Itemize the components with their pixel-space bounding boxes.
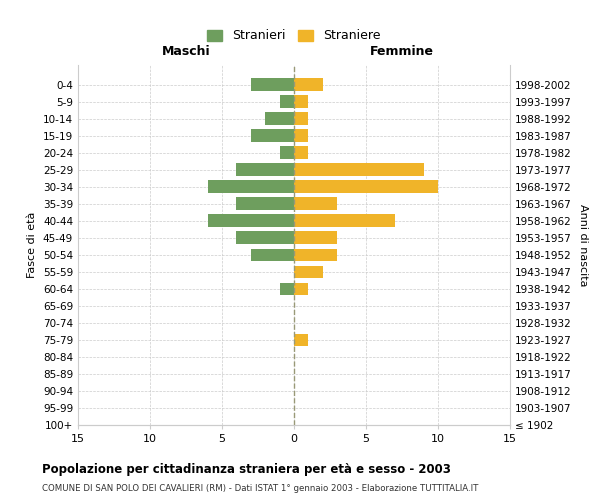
Bar [280, 96, 294, 108]
Bar [251, 248, 294, 262]
Bar [265, 112, 294, 125]
Bar [236, 164, 294, 176]
Bar [294, 266, 323, 278]
Bar [294, 248, 337, 262]
Bar [294, 112, 308, 125]
Text: Femmine: Femmine [370, 45, 434, 58]
Bar [294, 198, 337, 210]
Bar [294, 282, 308, 296]
Bar [280, 146, 294, 159]
Bar [294, 130, 308, 142]
Bar [294, 146, 308, 159]
Bar [236, 232, 294, 244]
Bar [280, 282, 294, 296]
Bar [294, 214, 395, 227]
Bar [251, 78, 294, 91]
Bar [294, 180, 438, 193]
Legend: Stranieri, Straniere: Stranieri, Straniere [202, 24, 386, 48]
Bar [294, 164, 424, 176]
Bar [294, 334, 308, 346]
Text: Maschi: Maschi [161, 45, 211, 58]
Bar [294, 78, 323, 91]
Text: Popolazione per cittadinanza straniera per età e sesso - 2003: Popolazione per cittadinanza straniera p… [42, 462, 451, 475]
Bar [208, 214, 294, 227]
Text: COMUNE DI SAN POLO DEI CAVALIERI (RM) - Dati ISTAT 1° gennaio 2003 - Elaborazion: COMUNE DI SAN POLO DEI CAVALIERI (RM) - … [42, 484, 478, 493]
Bar [294, 232, 337, 244]
Bar [208, 180, 294, 193]
Bar [236, 198, 294, 210]
Bar [251, 130, 294, 142]
Bar [294, 96, 308, 108]
Y-axis label: Anni di nascita: Anni di nascita [578, 204, 588, 286]
Y-axis label: Fasce di età: Fasce di età [28, 212, 37, 278]
